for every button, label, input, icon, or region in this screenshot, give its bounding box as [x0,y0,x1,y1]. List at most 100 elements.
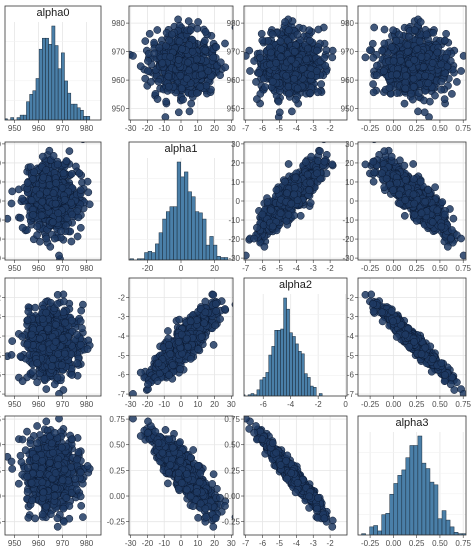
scatter-point [307,152,316,161]
scatter-point [415,89,423,97]
scatter-point [453,78,461,86]
scatter-point [16,214,25,222]
scatter-point [154,77,163,86]
y-tick-label: 980 [341,19,355,28]
hist-bar [45,37,49,120]
scatter-point [413,45,422,53]
scatter-point [421,71,430,80]
scatter-point [414,107,422,116]
x-tick-label: 980 [80,124,94,133]
scatter-point [304,44,312,53]
scatter-point [373,61,381,70]
scatter-point [387,43,396,51]
y-tick-label: 960 [227,76,241,85]
scatter-point [320,157,329,166]
scatter-point [174,56,183,64]
scatter-point [437,222,446,231]
scatter-point [28,367,37,376]
scatter-point [42,188,51,196]
scatter-point [437,85,445,94]
scatter-point [417,53,426,61]
scatter-point [433,206,442,215]
x-tick-label: -4 [293,124,301,133]
scatter-point [378,169,386,178]
scatter-point [431,91,439,100]
scatter-point [178,45,186,53]
y-tick-label: 30 [0,140,2,149]
scatter-point [49,218,57,226]
y-tick-label: 30 [345,140,354,149]
x-tick-label: 0 [179,124,184,133]
scatter-point [182,74,191,83]
y-tick-label: -30 [342,254,354,263]
scatter-point [33,378,41,387]
y-tick-label: 950 [112,105,126,114]
scatter-point [395,190,404,199]
hist-bar [162,218,167,260]
hist-bar [70,103,75,120]
scatter-point [302,55,311,64]
scatter-point [62,157,71,165]
y-tick-label: 10 [231,178,240,187]
scatter-point [322,46,331,54]
hist-bar [176,161,181,260]
scatter-point [288,107,296,116]
scatter-point [442,29,450,38]
x-tick-label: 980 [80,264,94,273]
scatter-point [290,74,298,83]
y-tick-label: 0 [350,197,355,206]
scatter-point [306,36,314,45]
y-tick-label: 980 [112,19,126,28]
scatter-point [165,36,173,45]
scatter-point [441,36,449,45]
scatter-point [61,318,70,327]
scatter-point [58,184,67,192]
scatter-point [67,350,76,358]
scatter-point [284,210,293,219]
scatter-point [37,211,46,220]
x-tick-label: -7 [242,124,250,133]
scatter-point [361,53,370,62]
scatter-point [65,147,74,155]
scatter-point [429,28,438,37]
scatter-point [136,62,145,71]
scatter-point [201,36,209,45]
scatter-point [53,373,62,382]
scatter-point [39,173,48,182]
scatter-point [174,108,183,117]
scatter-point [196,83,205,91]
scatter-point [275,108,284,117]
scatter-point [60,195,69,204]
scatter-point [83,177,92,186]
scatter-point [141,74,150,83]
scatter-point [42,385,51,393]
hist-bar [73,103,78,120]
scatter-point [33,231,41,239]
scatter-point [410,199,419,208]
scatter-point [184,58,192,67]
y-tick-label: 960 [112,76,126,85]
scatter-point [306,179,315,187]
scatter-point [419,62,428,71]
scatter-point [153,95,162,103]
scatter-point [8,337,17,345]
hist-bar [42,37,46,120]
scatter-point [67,169,76,178]
hist-bar [29,94,34,120]
scatter-point [187,99,196,108]
x-tick-label: -2 [327,264,335,273]
scatter-point [313,169,321,178]
scatter-point [204,67,213,75]
x-tick-label: -0.25 [361,264,380,273]
x-tick-label: -10 [158,124,170,133]
y-tick-label: -30 [228,254,240,263]
scatter-point [316,147,324,155]
scatter-point [176,71,185,80]
hist-bar [86,116,91,120]
scatter-point [193,24,202,33]
scatter-point [369,53,378,62]
hist-bar [76,107,81,120]
scatter-point [144,57,152,65]
scatter-point [459,251,466,260]
